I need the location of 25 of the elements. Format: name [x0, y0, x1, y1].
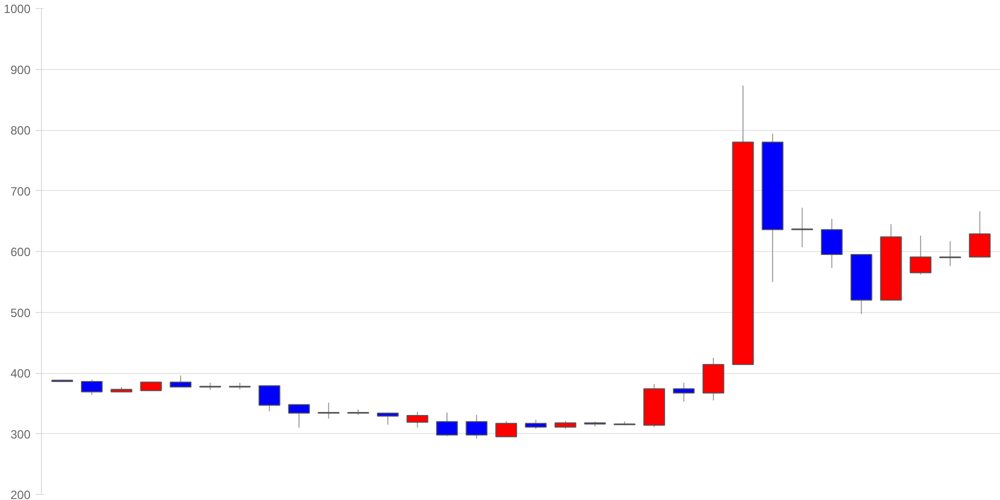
candlestick: [406, 411, 428, 428]
candlestick: [318, 402, 340, 420]
candlestick: [258, 385, 280, 412]
candlestick: [524, 419, 547, 430]
y-tick-label: 600: [10, 245, 31, 259]
candlestick: [495, 420, 518, 438]
candlestick: [968, 210, 991, 258]
y-tick-label: 500: [10, 306, 31, 320]
candlestick: [288, 404, 310, 428]
candlestick: [466, 414, 488, 440]
y-tick-label: 200: [10, 488, 31, 500]
candlestick: [791, 207, 814, 248]
candlestick: [939, 240, 962, 267]
candlestick: [80, 379, 103, 396]
y-tick-label: 800: [10, 124, 31, 138]
y-tick-label: 900: [10, 62, 31, 77]
y-tick-label: 400: [10, 366, 31, 380]
candlestick: [436, 412, 458, 437]
candlestick: [376, 412, 399, 426]
candlestick: [170, 374, 192, 388]
candlestick: [672, 382, 695, 402]
y-tick-label: 700: [10, 184, 31, 198]
y-tick-label: 1000: [4, 2, 31, 16]
candlestick: [910, 235, 932, 276]
y-tick-label: 300: [10, 427, 31, 442]
